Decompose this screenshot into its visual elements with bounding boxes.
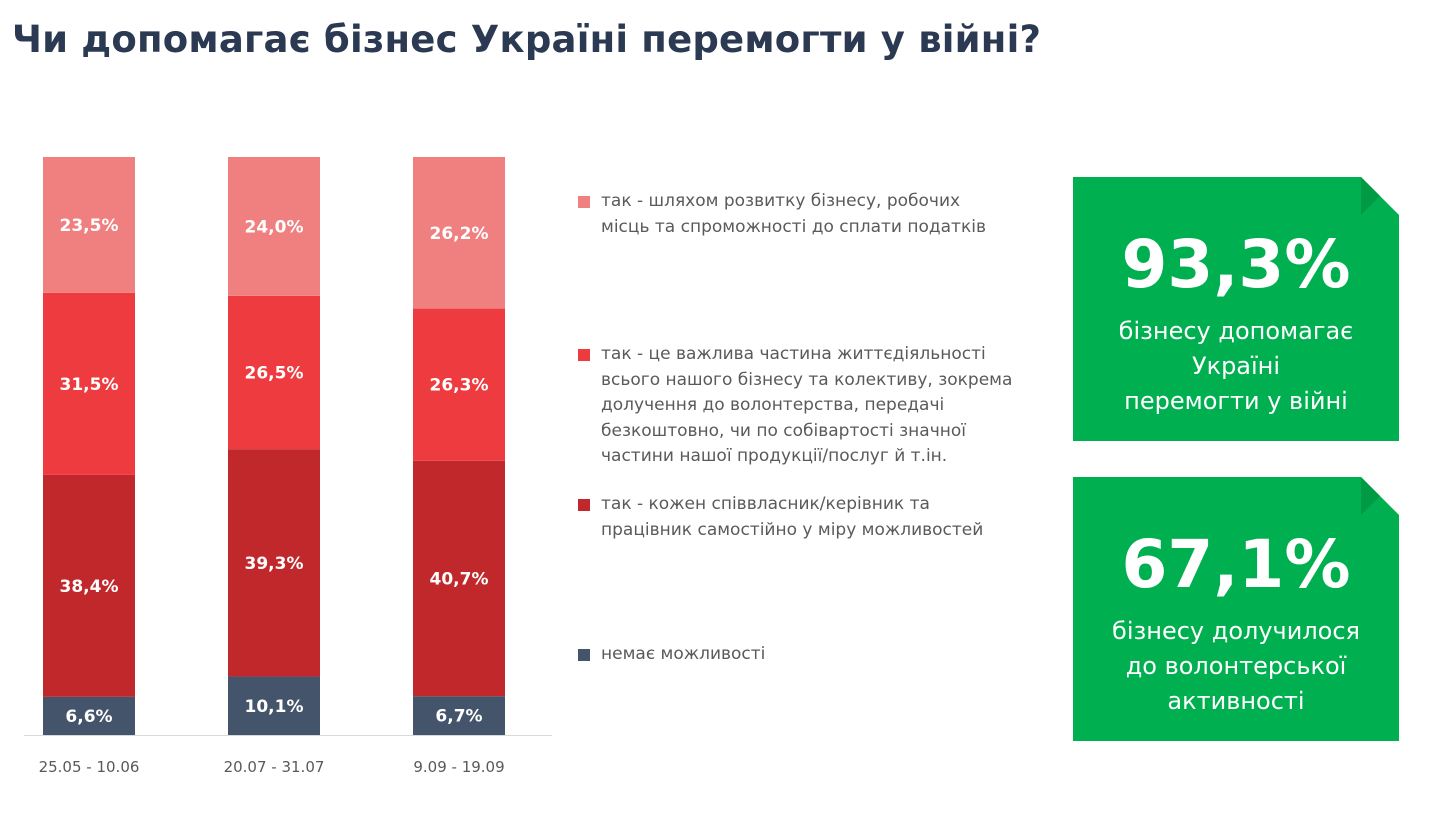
bar-segment bbox=[228, 676, 320, 735]
bar-segment bbox=[43, 157, 135, 293]
legend-item-important-part: так - це важлива частина життєдіяльності… bbox=[578, 342, 1012, 470]
legend-label: так - кожен співвласник/керівник та прац… bbox=[601, 494, 984, 540]
legend-label: так - шляхом розвитку бізнесу, робочих м… bbox=[601, 191, 986, 237]
legend-label: так - це важлива частина життєдіяльності… bbox=[601, 344, 1013, 466]
bar-segment bbox=[228, 295, 320, 450]
stacked-bar-chart: 6,6% 38,4% 31,5% 23,5% 25.05 - 10.06 10,1% 39,… bbox=[24, 157, 552, 776]
data-label: 39,3% bbox=[245, 554, 304, 574]
data-label: 10,1% bbox=[245, 697, 304, 717]
bar-segment bbox=[43, 474, 135, 697]
data-label: 40,7% bbox=[430, 569, 489, 589]
data-label: 6,6% bbox=[65, 707, 112, 727]
data-label: 38,4% bbox=[60, 577, 119, 597]
stat-card-volunteer: 67,1% бізнесу долучилося до волонтерсько… bbox=[1073, 477, 1399, 741]
legend-label: немає можливості bbox=[601, 644, 766, 664]
data-label: 23,5% bbox=[60, 216, 119, 236]
data-label: 6,7% bbox=[435, 707, 482, 727]
bar-segment bbox=[43, 696, 135, 735]
stat-value: 93,3% bbox=[1121, 226, 1351, 303]
card-corner-fold bbox=[1361, 477, 1399, 515]
legend-marker bbox=[578, 649, 590, 661]
legend-marker bbox=[578, 349, 590, 361]
x-tick-label: 25.05 - 10.06 bbox=[39, 758, 140, 776]
stat-description: бізнесу допомагає Україні перемогти у ві… bbox=[1118, 317, 1354, 415]
x-tick-label: 20.07 - 31.07 bbox=[224, 758, 325, 776]
bar-segment bbox=[228, 157, 320, 296]
stat-description: бізнесу долучилося до волонтерської акти… bbox=[1112, 617, 1360, 715]
data-label: 26,3% bbox=[430, 376, 489, 396]
legend-item-no-opportunity: немає можливості bbox=[578, 642, 765, 668]
bar-segment bbox=[228, 449, 320, 677]
stat-value: 67,1% bbox=[1121, 526, 1351, 603]
data-label: 24,0% bbox=[245, 217, 304, 237]
bar-segment bbox=[413, 308, 505, 461]
bar-segment bbox=[413, 157, 505, 309]
bar-segment bbox=[413, 696, 505, 735]
stat-card-helps: 93,3% бізнесу допомагає Україні перемогт… bbox=[1073, 177, 1399, 441]
card-corner-fold bbox=[1361, 177, 1399, 215]
legend-marker bbox=[578, 499, 590, 511]
x-tick-label: 9.09 - 19.09 bbox=[413, 758, 504, 776]
bar-segment bbox=[413, 460, 505, 697]
legend-marker bbox=[578, 196, 590, 208]
data-label: 31,5% bbox=[60, 375, 119, 395]
data-label: 26,2% bbox=[430, 224, 489, 244]
legend-item-development: так - шляхом розвитку бізнесу, робочих м… bbox=[578, 189, 986, 240]
page-title: Чи допомагає бізнес Україні перемогти у … bbox=[12, 18, 1042, 61]
legend-item-individual: так - кожен співвласник/керівник та прац… bbox=[578, 492, 983, 543]
bar-segment bbox=[43, 292, 135, 475]
data-label: 26,5% bbox=[245, 364, 304, 384]
